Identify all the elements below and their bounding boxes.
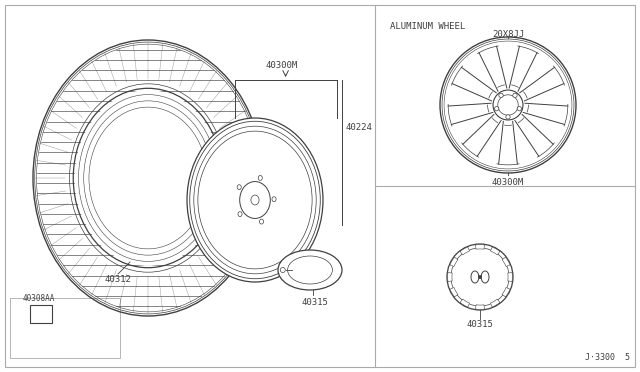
Ellipse shape (187, 118, 323, 282)
Text: 40308AA: 40308AA (23, 294, 56, 303)
Text: 40315: 40315 (301, 298, 328, 307)
Circle shape (506, 115, 510, 119)
Wedge shape (460, 299, 470, 307)
Ellipse shape (278, 250, 342, 290)
Wedge shape (450, 257, 458, 266)
Ellipse shape (240, 182, 270, 218)
Bar (30, 305, 52, 323)
Text: 40300M: 40300M (266, 61, 298, 70)
Circle shape (280, 267, 285, 273)
Wedge shape (460, 247, 470, 255)
Text: 40224: 40224 (346, 122, 372, 131)
Wedge shape (490, 299, 500, 307)
Bar (10, 298, 120, 358)
Circle shape (440, 37, 576, 173)
Ellipse shape (75, 90, 221, 266)
Wedge shape (502, 257, 510, 266)
Wedge shape (476, 305, 484, 310)
Text: 40315: 40315 (467, 320, 493, 329)
Wedge shape (490, 247, 500, 255)
Circle shape (513, 93, 517, 97)
Wedge shape (476, 245, 484, 249)
Text: 20X8JJ: 20X8JJ (492, 30, 524, 39)
Circle shape (478, 275, 482, 279)
Wedge shape (508, 273, 513, 282)
Circle shape (493, 90, 523, 120)
Circle shape (499, 93, 503, 97)
Circle shape (447, 244, 513, 310)
Text: 40312: 40312 (104, 275, 131, 284)
Wedge shape (447, 273, 452, 282)
Ellipse shape (238, 212, 242, 217)
Ellipse shape (272, 197, 276, 202)
Ellipse shape (259, 219, 264, 224)
Wedge shape (502, 288, 510, 297)
Circle shape (517, 106, 522, 111)
Ellipse shape (251, 195, 259, 205)
Circle shape (495, 106, 499, 111)
Text: ALUMINUM WHEEL: ALUMINUM WHEEL (390, 22, 465, 31)
Text: J·3300  5: J·3300 5 (585, 353, 630, 362)
Wedge shape (450, 288, 458, 297)
Ellipse shape (237, 185, 241, 190)
Ellipse shape (33, 40, 263, 316)
Ellipse shape (258, 176, 262, 180)
Text: 40300M: 40300M (492, 178, 524, 187)
